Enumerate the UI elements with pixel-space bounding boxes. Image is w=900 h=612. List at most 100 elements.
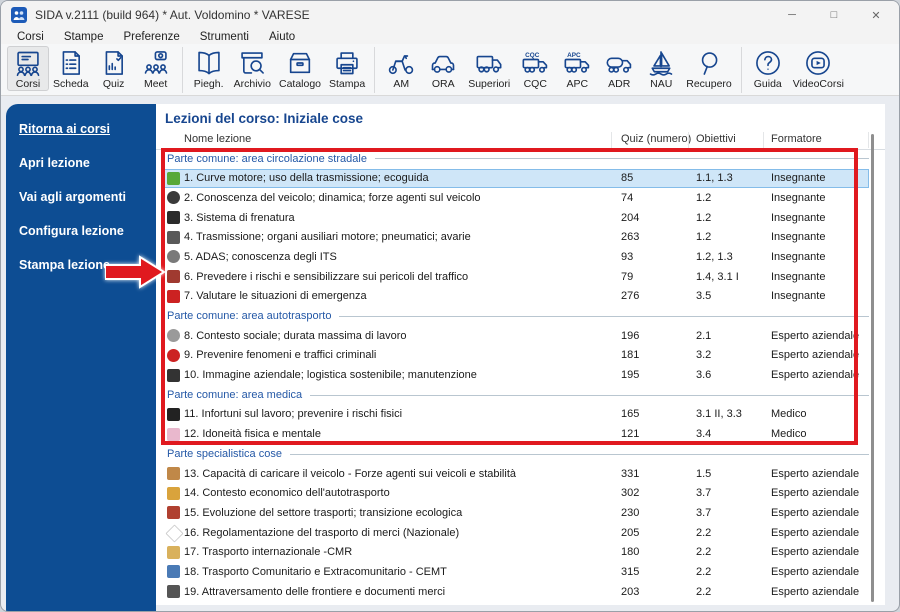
lesson-objectives: 1.2 bbox=[696, 231, 712, 244]
column-header-formatore[interactable]: Formatore bbox=[771, 133, 822, 145]
sidebar-item-stampa-lezione[interactable]: Stampa lezione bbox=[19, 258, 110, 272]
lesson-trainer: Esperto aziendale bbox=[771, 506, 860, 519]
column-separator bbox=[611, 132, 612, 148]
health-icon bbox=[167, 427, 180, 441]
sidebar-item-vai-agli-argomenti[interactable]: Vai agli argomenti bbox=[19, 190, 126, 204]
toolbar-button-piegh[interactable]: Piegh. bbox=[188, 46, 230, 91]
svg-text:CQC: CQC bbox=[525, 52, 540, 59]
sidebar-item-configura-lezione[interactable]: Configura lezione bbox=[19, 224, 124, 238]
lesson-row[interactable]: 9. Prevenire fenomeni e traffici crimina… bbox=[161, 346, 869, 366]
menu-bar: Corsi Stampe Preferenze Strumenti Aiuto bbox=[1, 29, 899, 44]
toolbar-button-cqc[interactable]: CQC CQC bbox=[514, 46, 556, 91]
lesson-row[interactable]: 16. Regolamentazione del trasporto di me… bbox=[161, 523, 869, 543]
document-checklist-icon bbox=[57, 48, 85, 77]
maximize-icon[interactable]: □ bbox=[830, 9, 838, 21]
question-circle-icon bbox=[754, 48, 782, 77]
column-header-quiz-numero[interactable]: Quiz (numero) bbox=[621, 133, 692, 145]
close-icon[interactable]: ✕ bbox=[871, 9, 881, 22]
toolbar-button-label: NAU bbox=[650, 78, 673, 90]
lesson-quiz-count: 180 bbox=[621, 546, 640, 559]
section-header-parte-comune-area-medica: Parte comune: area medica bbox=[156, 385, 885, 405]
course-presentation-icon bbox=[14, 48, 42, 77]
menu-preferenze[interactable]: Preferenze bbox=[123, 30, 180, 43]
toolbar-button-guida[interactable]: Guida bbox=[747, 46, 789, 91]
menu-stampe[interactable]: Stampe bbox=[63, 30, 104, 43]
lesson-row[interactable]: 17. Trasporto internazionale -CMR 180 2.2 E… bbox=[161, 543, 869, 563]
toolbar-button-archivio[interactable]: Archivio bbox=[230, 46, 275, 91]
hazard-car-icon bbox=[167, 270, 180, 284]
lesson-row[interactable]: 10. Immagine aziendale; logistica sosten… bbox=[161, 366, 869, 386]
lesson-row[interactable]: 11. Infortuni sul lavoro; prevenire i ri… bbox=[161, 405, 869, 425]
toolbar-button-label: Scheda bbox=[53, 78, 89, 90]
lesson-quiz-count: 195 bbox=[621, 369, 640, 382]
lesson-quiz-count: 79 bbox=[621, 270, 634, 283]
lesson-row[interactable]: 6. Prevedere i rischi e sensibilizzare s… bbox=[161, 267, 869, 287]
toolbar-button-ora[interactable]: ORA bbox=[422, 46, 464, 91]
toolbar-button-adr[interactable]: ADR bbox=[598, 46, 640, 91]
lesson-name: 10. Immagine aziendale; logistica sosten… bbox=[184, 369, 477, 382]
lesson-row[interactable]: 1. Curve motore; uso della trasmissione;… bbox=[161, 168, 869, 189]
section-header-parte-comune-area-circolazione-stradale: Parte comune: area circolazione stradale bbox=[156, 149, 885, 169]
lesson-row[interactable]: 5. ADAS; conoscenza degli ITS 93 1.2, 1.3 I… bbox=[161, 247, 869, 267]
lesson-row[interactable]: 7. Valutare le situazioni di emergenza 27… bbox=[161, 287, 869, 307]
menu-strumenti[interactable]: Strumenti bbox=[199, 30, 249, 43]
lesson-trainer: Esperto aziendale bbox=[771, 565, 860, 578]
lesson-name: 16. Regolamentazione del trasporto di me… bbox=[184, 526, 460, 539]
toolbar-button-quiz[interactable]: Quiz bbox=[93, 46, 135, 91]
border-crossing-icon bbox=[167, 585, 180, 599]
column-header-obiettivi[interactable]: Obiettivi bbox=[696, 133, 736, 145]
lesson-name: 17. Trasporto internazionale -CMR bbox=[184, 546, 353, 559]
lesson-quiz-count: 331 bbox=[621, 467, 640, 480]
lesson-quiz-count: 230 bbox=[621, 506, 640, 519]
menu-aiuto[interactable]: Aiuto bbox=[268, 30, 296, 43]
lesson-objectives: 2.2 bbox=[696, 526, 712, 539]
lesson-trainer: Esperto aziendale bbox=[771, 487, 860, 500]
column-header-nome-lezione[interactable]: Nome lezione bbox=[184, 133, 252, 145]
section-label: Parte comune: area circolazione stradale bbox=[167, 152, 367, 165]
toolbar-button-videocorsi[interactable]: VideoCorsi bbox=[789, 46, 848, 91]
toolbar-button-nau[interactable]: NAU bbox=[640, 46, 682, 91]
toolbar-button-am[interactable]: AM bbox=[380, 46, 422, 91]
lesson-row[interactable]: 18. Trasporto Comunitario e Extracomunit… bbox=[161, 562, 869, 582]
lesson-row[interactable]: 2. Conoscenza del veicolo; dinamica; for… bbox=[161, 188, 869, 208]
lesson-trainer: Insegnante bbox=[771, 270, 826, 283]
lesson-row[interactable]: 12. Idoneità fisica e mentale 121 3.4 Medic… bbox=[161, 425, 869, 445]
toolbar-button-label: ORA bbox=[431, 78, 455, 90]
lesson-row[interactable]: 8. Contesto sociale; durata massima di l… bbox=[161, 326, 869, 346]
toolbar-button-meet[interactable]: Meet bbox=[135, 46, 177, 91]
toolbar-button-scheda[interactable]: Scheda bbox=[49, 46, 93, 91]
sidebar-item-apri-lezione[interactable]: Apri lezione bbox=[19, 156, 90, 170]
lesson-quiz-count: 93 bbox=[621, 250, 634, 263]
main-content: Lezioni del corso: Iniziale cose Nome le… bbox=[156, 104, 885, 605]
toolbar-button-label: Piegh. bbox=[193, 78, 224, 90]
vertical-scrollbar[interactable] bbox=[871, 134, 874, 602]
section-divider bbox=[339, 315, 869, 317]
lesson-row[interactable]: 3. Sistema di frenatura 204 1.2 Insegnante bbox=[161, 208, 869, 228]
toolbar-button-apc[interactable]: APC APC bbox=[556, 46, 598, 91]
clock-icon bbox=[167, 329, 180, 343]
window-title: SIDA v.2111 (build 964) * Aut. Voldomino… bbox=[35, 8, 310, 22]
toolbar-button-corsi[interactable]: Corsi bbox=[7, 46, 49, 91]
lesson-row[interactable]: 4. Trasmissione; organi ausiliari motore… bbox=[161, 228, 869, 248]
lesson-row[interactable]: 14. Contesto economico dell'autotrasport… bbox=[161, 484, 869, 504]
toolbar-button-label: Recupero bbox=[686, 78, 732, 90]
lesson-row[interactable]: 15. Evoluzione del settore trasporti; tr… bbox=[161, 503, 869, 523]
menu-corsi[interactable]: Corsi bbox=[17, 30, 44, 43]
lesson-row[interactable]: 13. Capacità di caricare il veicolo - Fo… bbox=[161, 464, 869, 484]
archive-search-icon bbox=[238, 48, 266, 77]
lesson-objectives: 3.1 II, 3.3 bbox=[696, 408, 742, 421]
toolbar-button-stampa[interactable]: Stampa bbox=[325, 46, 369, 91]
lesson-quiz-count: 203 bbox=[621, 585, 640, 598]
lesson-trainer: Insegnante bbox=[771, 290, 826, 303]
sidebar-item-ritorna-ai-corsi[interactable]: Ritorna ai corsi bbox=[19, 122, 110, 136]
toolbar-button-recupero[interactable]: Recupero bbox=[682, 46, 736, 91]
toolbar-button-catalogo[interactable]: Catalogo bbox=[275, 46, 325, 91]
minimize-icon[interactable]: ─ bbox=[788, 9, 796, 21]
injury-icon bbox=[167, 407, 180, 421]
toolbar-button-label: AM bbox=[393, 78, 410, 90]
toolbar-button-label: ADR bbox=[608, 78, 631, 90]
lesson-row[interactable]: 19. Attraversamento delle frontiere e do… bbox=[161, 582, 869, 602]
toolbar-button-superiori[interactable]: Superiori bbox=[464, 46, 514, 91]
lesson-objectives: 1.5 bbox=[696, 467, 712, 480]
lesson-name: 4. Trasmissione; organi ausiliari motore… bbox=[184, 231, 471, 244]
